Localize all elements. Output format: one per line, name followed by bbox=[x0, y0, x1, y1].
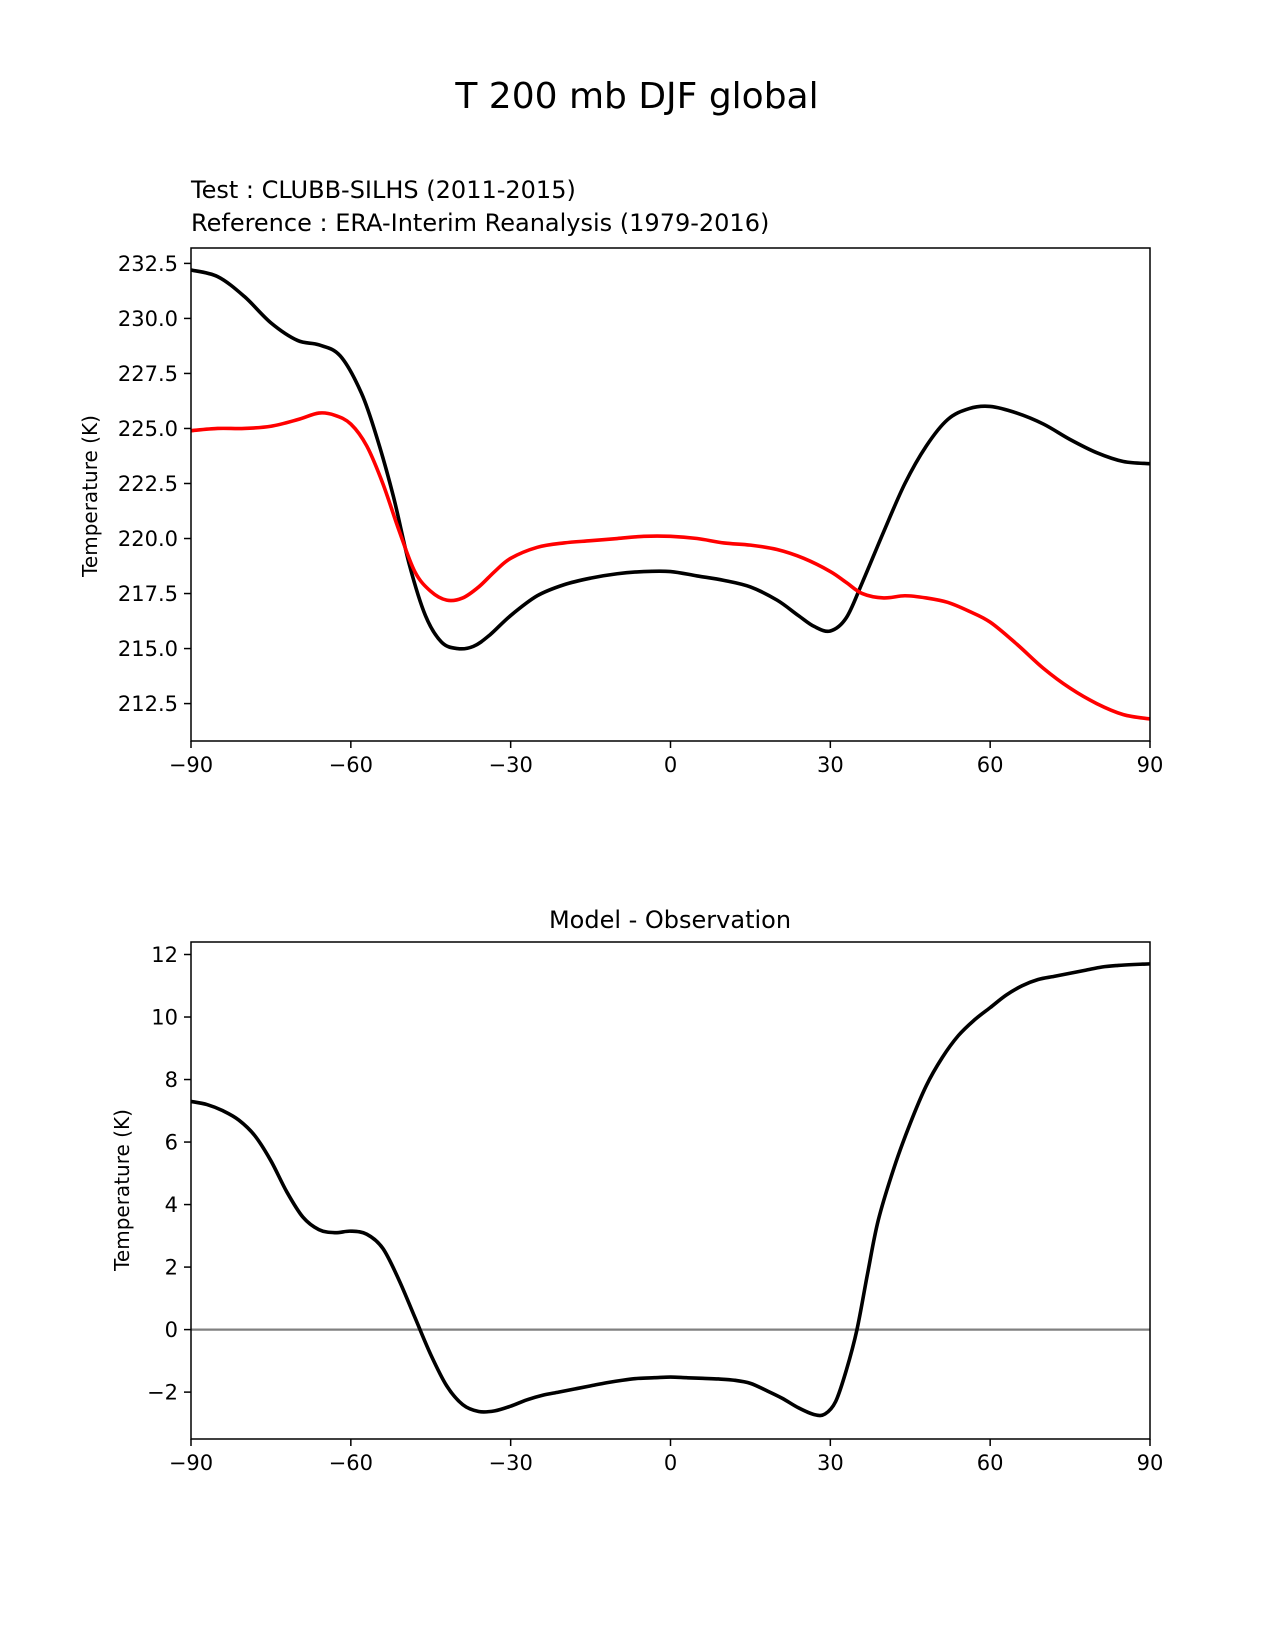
bottom-y-tick-label: −2 bbox=[147, 1381, 178, 1405]
top-y-tick-label: 215.0 bbox=[118, 637, 178, 661]
bottom-x-tick-label: 30 bbox=[817, 1451, 844, 1475]
top-y-tick-label: 212.5 bbox=[118, 692, 178, 716]
top-x-tick-label: −60 bbox=[329, 753, 373, 777]
bottom-series-model-observation bbox=[191, 962, 1150, 1418]
top-y-tick-label: 222.5 bbox=[118, 472, 178, 496]
bottom-x-tick-label: 0 bbox=[664, 1451, 677, 1475]
top-plot-frame bbox=[190, 247, 1151, 742]
bottom-chart: Model - Observation Temperature (K) −90−… bbox=[110, 906, 1163, 1475]
top-x-tick-label: −30 bbox=[489, 753, 533, 777]
figure-title: T 200 mb DJF global bbox=[454, 76, 818, 117]
bottom-y-tick-label: 10 bbox=[151, 1006, 178, 1030]
reference-label: Reference : ERA-Interim Reanalysis (1979… bbox=[191, 209, 769, 237]
bottom-x-tick-label: 90 bbox=[1137, 1451, 1164, 1475]
bottom-y-tick-label: 6 bbox=[165, 1131, 178, 1155]
top-y-tick-label: 225.0 bbox=[118, 417, 178, 441]
top-y-tick-label: 230.0 bbox=[118, 307, 178, 331]
bottom-y-axis-label: Temperature (K) bbox=[110, 1109, 134, 1272]
top-series bbox=[191, 268, 1150, 721]
top-y-axis-label: Temperature (K) bbox=[78, 415, 102, 578]
bottom-x-tick-label: −60 bbox=[329, 1451, 373, 1475]
bottom-axis-ticks: −90 −60 −30 0 30 60 90 −2 0 2 4 6 8 10 12 bbox=[147, 943, 1163, 1475]
bottom-series bbox=[191, 962, 1150, 1418]
top-y-tick-label: 217.5 bbox=[118, 582, 178, 606]
top-y-tick-label: 227.5 bbox=[118, 362, 178, 386]
bottom-y-tick-label: 4 bbox=[165, 1193, 178, 1217]
bottom-x-tick-label: −30 bbox=[489, 1451, 533, 1475]
top-x-tick-label: 60 bbox=[977, 753, 1004, 777]
bottom-y-tick-label: 12 bbox=[151, 943, 178, 967]
bottom-y-tick-label: 8 bbox=[165, 1068, 178, 1092]
top-y-tick-label: 232.5 bbox=[118, 252, 178, 276]
bottom-plot-frame bbox=[190, 941, 1151, 1440]
test-label: Test : CLUBB-SILHS (2011-2015) bbox=[190, 176, 576, 204]
bottom-y-tick-label: 2 bbox=[165, 1256, 178, 1280]
top-axis-ticks: −90 −60 −30 0 30 60 90 212.5 215.0 217.5 220.0 222.… bbox=[118, 252, 1163, 777]
top-y-tick-label: 220.0 bbox=[118, 527, 178, 551]
top-x-tick-label: 90 bbox=[1137, 753, 1164, 777]
bottom-x-tick-label: 60 bbox=[977, 1451, 1004, 1475]
top-chart: Test : CLUBB-SILHS (2011-2015) Reference… bbox=[78, 176, 1163, 777]
top-x-tick-label: 0 bbox=[664, 753, 677, 777]
top-series-reference bbox=[191, 411, 1150, 721]
bottom-y-tick-label: 0 bbox=[165, 1318, 178, 1342]
bottom-x-tick-label: −90 bbox=[169, 1451, 213, 1475]
top-series-test bbox=[191, 268, 1150, 651]
top-x-tick-label: 30 bbox=[817, 753, 844, 777]
bottom-chart-title: Model - Observation bbox=[549, 906, 791, 934]
top-x-tick-label: −90 bbox=[169, 753, 213, 777]
